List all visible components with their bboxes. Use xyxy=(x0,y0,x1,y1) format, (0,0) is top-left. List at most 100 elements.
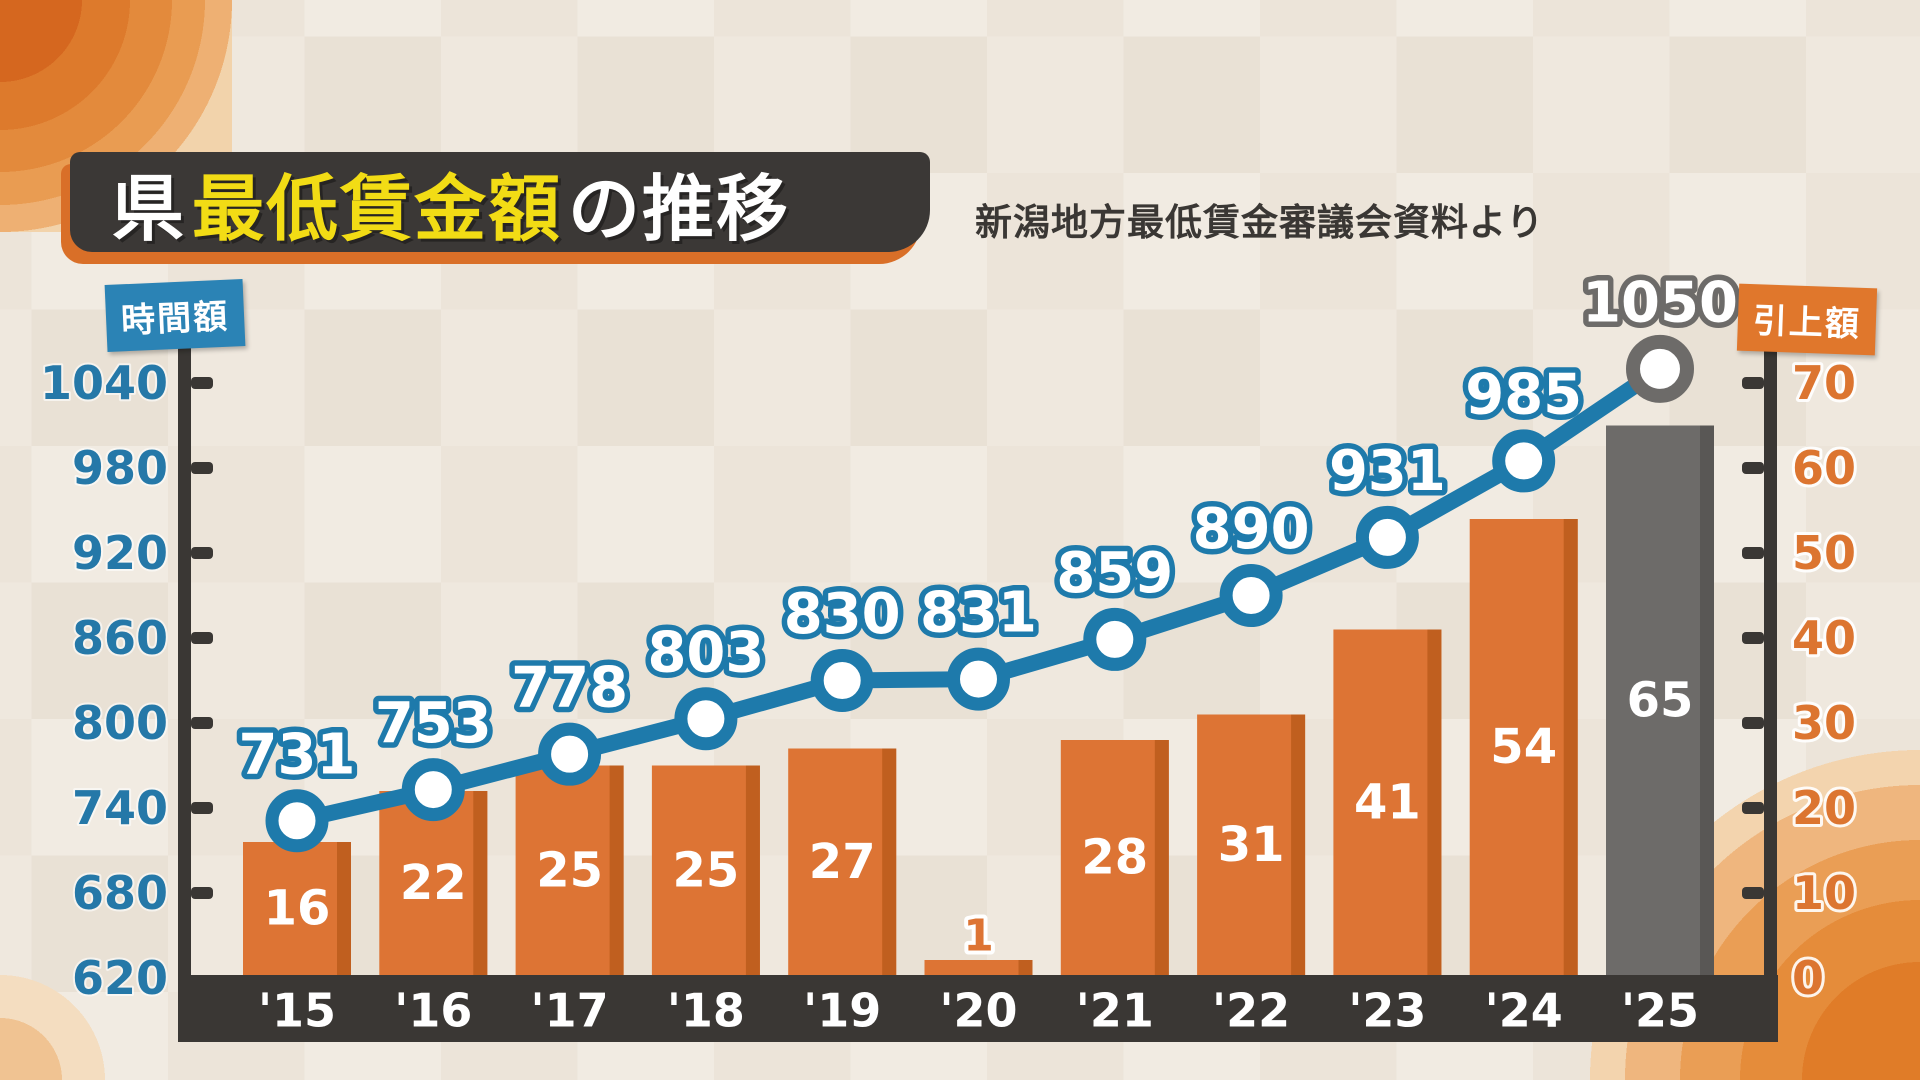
left-axis-tick-label: 1040 xyxy=(40,356,168,410)
line-point-label: 985 xyxy=(1465,362,1582,427)
x-axis-year-label: '24 xyxy=(1485,984,1563,1038)
right-axis-tick xyxy=(1742,547,1764,559)
line-marker xyxy=(947,647,1010,711)
left-axis-tick-label: 800 xyxy=(72,696,168,750)
bar-'17 xyxy=(515,765,624,982)
right-axis-tick-label: 50 xyxy=(1792,526,1856,580)
bar-'16 xyxy=(379,791,488,982)
right-axis-tick xyxy=(1742,802,1764,814)
line-point-label: 890 xyxy=(1193,497,1310,562)
line-point-label: 831 xyxy=(920,581,1037,646)
x-axis-year-label: '18 xyxy=(667,984,745,1038)
bar-value-label: 54 xyxy=(1490,719,1557,775)
right-axis-line xyxy=(1764,333,1777,1042)
left-axis-tick-label: 680 xyxy=(72,866,168,920)
x-axis-year-label: '23 xyxy=(1348,984,1426,1038)
title-banner: 県 最低賃金額 の推移 xyxy=(70,152,930,252)
x-axis-year-label: '15 xyxy=(258,984,336,1038)
left-axis-tick-label: 620 xyxy=(72,951,168,1005)
bar-edge-shade xyxy=(1563,519,1578,982)
page-title-highlight: 最低賃金額 xyxy=(192,166,563,251)
bar-'21 xyxy=(1060,740,1169,982)
right-axis-tick-label: 60 xyxy=(1792,441,1856,495)
left-axis-tick-label: 740 xyxy=(72,781,168,835)
bar-value-label: 16 xyxy=(264,881,331,937)
line-marker xyxy=(265,789,329,853)
line-marker xyxy=(1083,607,1147,671)
right-axis-tick-label: 10 xyxy=(1792,866,1856,920)
right-axis-tick-label: 0 xyxy=(1792,951,1824,1005)
bar-'24 xyxy=(1469,519,1578,982)
bar-edge-shade xyxy=(745,765,760,982)
bar-'23 xyxy=(1333,629,1442,982)
right-axis-tick xyxy=(1742,717,1764,729)
right-axis-tick-label: 20 xyxy=(1792,781,1856,835)
bar-value-label: 65 xyxy=(1627,672,1694,728)
right-axis-tick-label: 40 xyxy=(1792,611,1856,665)
page-title-prefix: 県 xyxy=(112,166,187,251)
x-axis-year-label: '25 xyxy=(1621,984,1699,1038)
right-axis-tick xyxy=(1742,887,1764,899)
x-axis-year-label: '17 xyxy=(531,984,609,1038)
left-axis-tick xyxy=(191,802,213,814)
line-marker xyxy=(538,722,602,786)
bar-value-label: 31 xyxy=(1218,817,1285,873)
right-axis-tick-label: 30 xyxy=(1792,696,1856,750)
left-axis-tick xyxy=(191,462,213,474)
bar-edge-shade xyxy=(1291,714,1306,982)
line-point-label: 803 xyxy=(647,620,764,685)
left-axis-tick xyxy=(191,887,213,899)
page-title-suffix: の推移 xyxy=(568,166,791,251)
left-axis-line xyxy=(178,340,191,1042)
right-axis-tick-label: 70 xyxy=(1792,356,1856,410)
line-marker xyxy=(1219,564,1283,627)
x-axis-year-label: '16 xyxy=(394,984,472,1038)
bar-edge-shade xyxy=(882,748,897,982)
bar-'22 xyxy=(1197,714,1306,982)
line-point-label: 931 xyxy=(1329,439,1446,504)
left-axis-tick-label: 920 xyxy=(72,526,168,580)
line-marker xyxy=(674,687,738,751)
bar-'15 xyxy=(243,842,351,982)
left-axis-tick xyxy=(191,547,213,559)
left-axis-tick-label: 860 xyxy=(72,611,168,665)
left-axis-badge: 時間額 xyxy=(104,279,246,352)
right-axis-tick xyxy=(1742,377,1764,389)
bar-'19 xyxy=(788,748,897,982)
bar-edge-shade xyxy=(1154,740,1169,982)
x-axis-year-label: '21 xyxy=(1076,984,1154,1038)
line-point-label: 778 xyxy=(511,656,628,721)
bar-value-label: 25 xyxy=(673,842,740,898)
line-marker xyxy=(1492,429,1556,493)
left-axis-tick xyxy=(191,377,213,389)
corner-arc-decoration-bottom-left xyxy=(0,940,140,1080)
x-axis-strip xyxy=(178,975,1778,1042)
source-note: 新潟地方最低賃金審議会資料より xyxy=(975,201,1545,244)
bar-value-label: 28 xyxy=(1081,830,1148,886)
bar-value-label: 41 xyxy=(1354,774,1421,830)
right-axis-tick xyxy=(1742,632,1764,644)
right-axis-badge: 引上額 xyxy=(1736,283,1878,356)
bar-edge-shade xyxy=(473,791,488,982)
line-point-label: 830 xyxy=(784,582,901,647)
bar-value-label: 1 xyxy=(963,911,994,962)
line-marker-highlight xyxy=(1626,334,1694,403)
bar-edge-shade xyxy=(1427,629,1442,982)
left-axis-tick xyxy=(191,632,213,644)
left-axis-tick-label: 980 xyxy=(72,441,168,495)
left-axis-tick xyxy=(191,717,213,729)
line-marker xyxy=(1355,505,1419,569)
x-axis-year-label: '19 xyxy=(803,984,881,1038)
bar-edge-shade xyxy=(609,765,624,982)
bar-'18 xyxy=(651,765,760,982)
line-point-label: 859 xyxy=(1056,541,1173,606)
bar-value-label: 27 xyxy=(809,834,876,890)
x-axis-year-label: '20 xyxy=(939,984,1017,1038)
line-point-label: 1050 xyxy=(1582,270,1738,335)
line-marker xyxy=(401,758,465,822)
bar-edge-shade xyxy=(337,842,351,982)
right-axis-tick xyxy=(1742,462,1764,474)
bar-edge-shade xyxy=(1700,425,1714,982)
